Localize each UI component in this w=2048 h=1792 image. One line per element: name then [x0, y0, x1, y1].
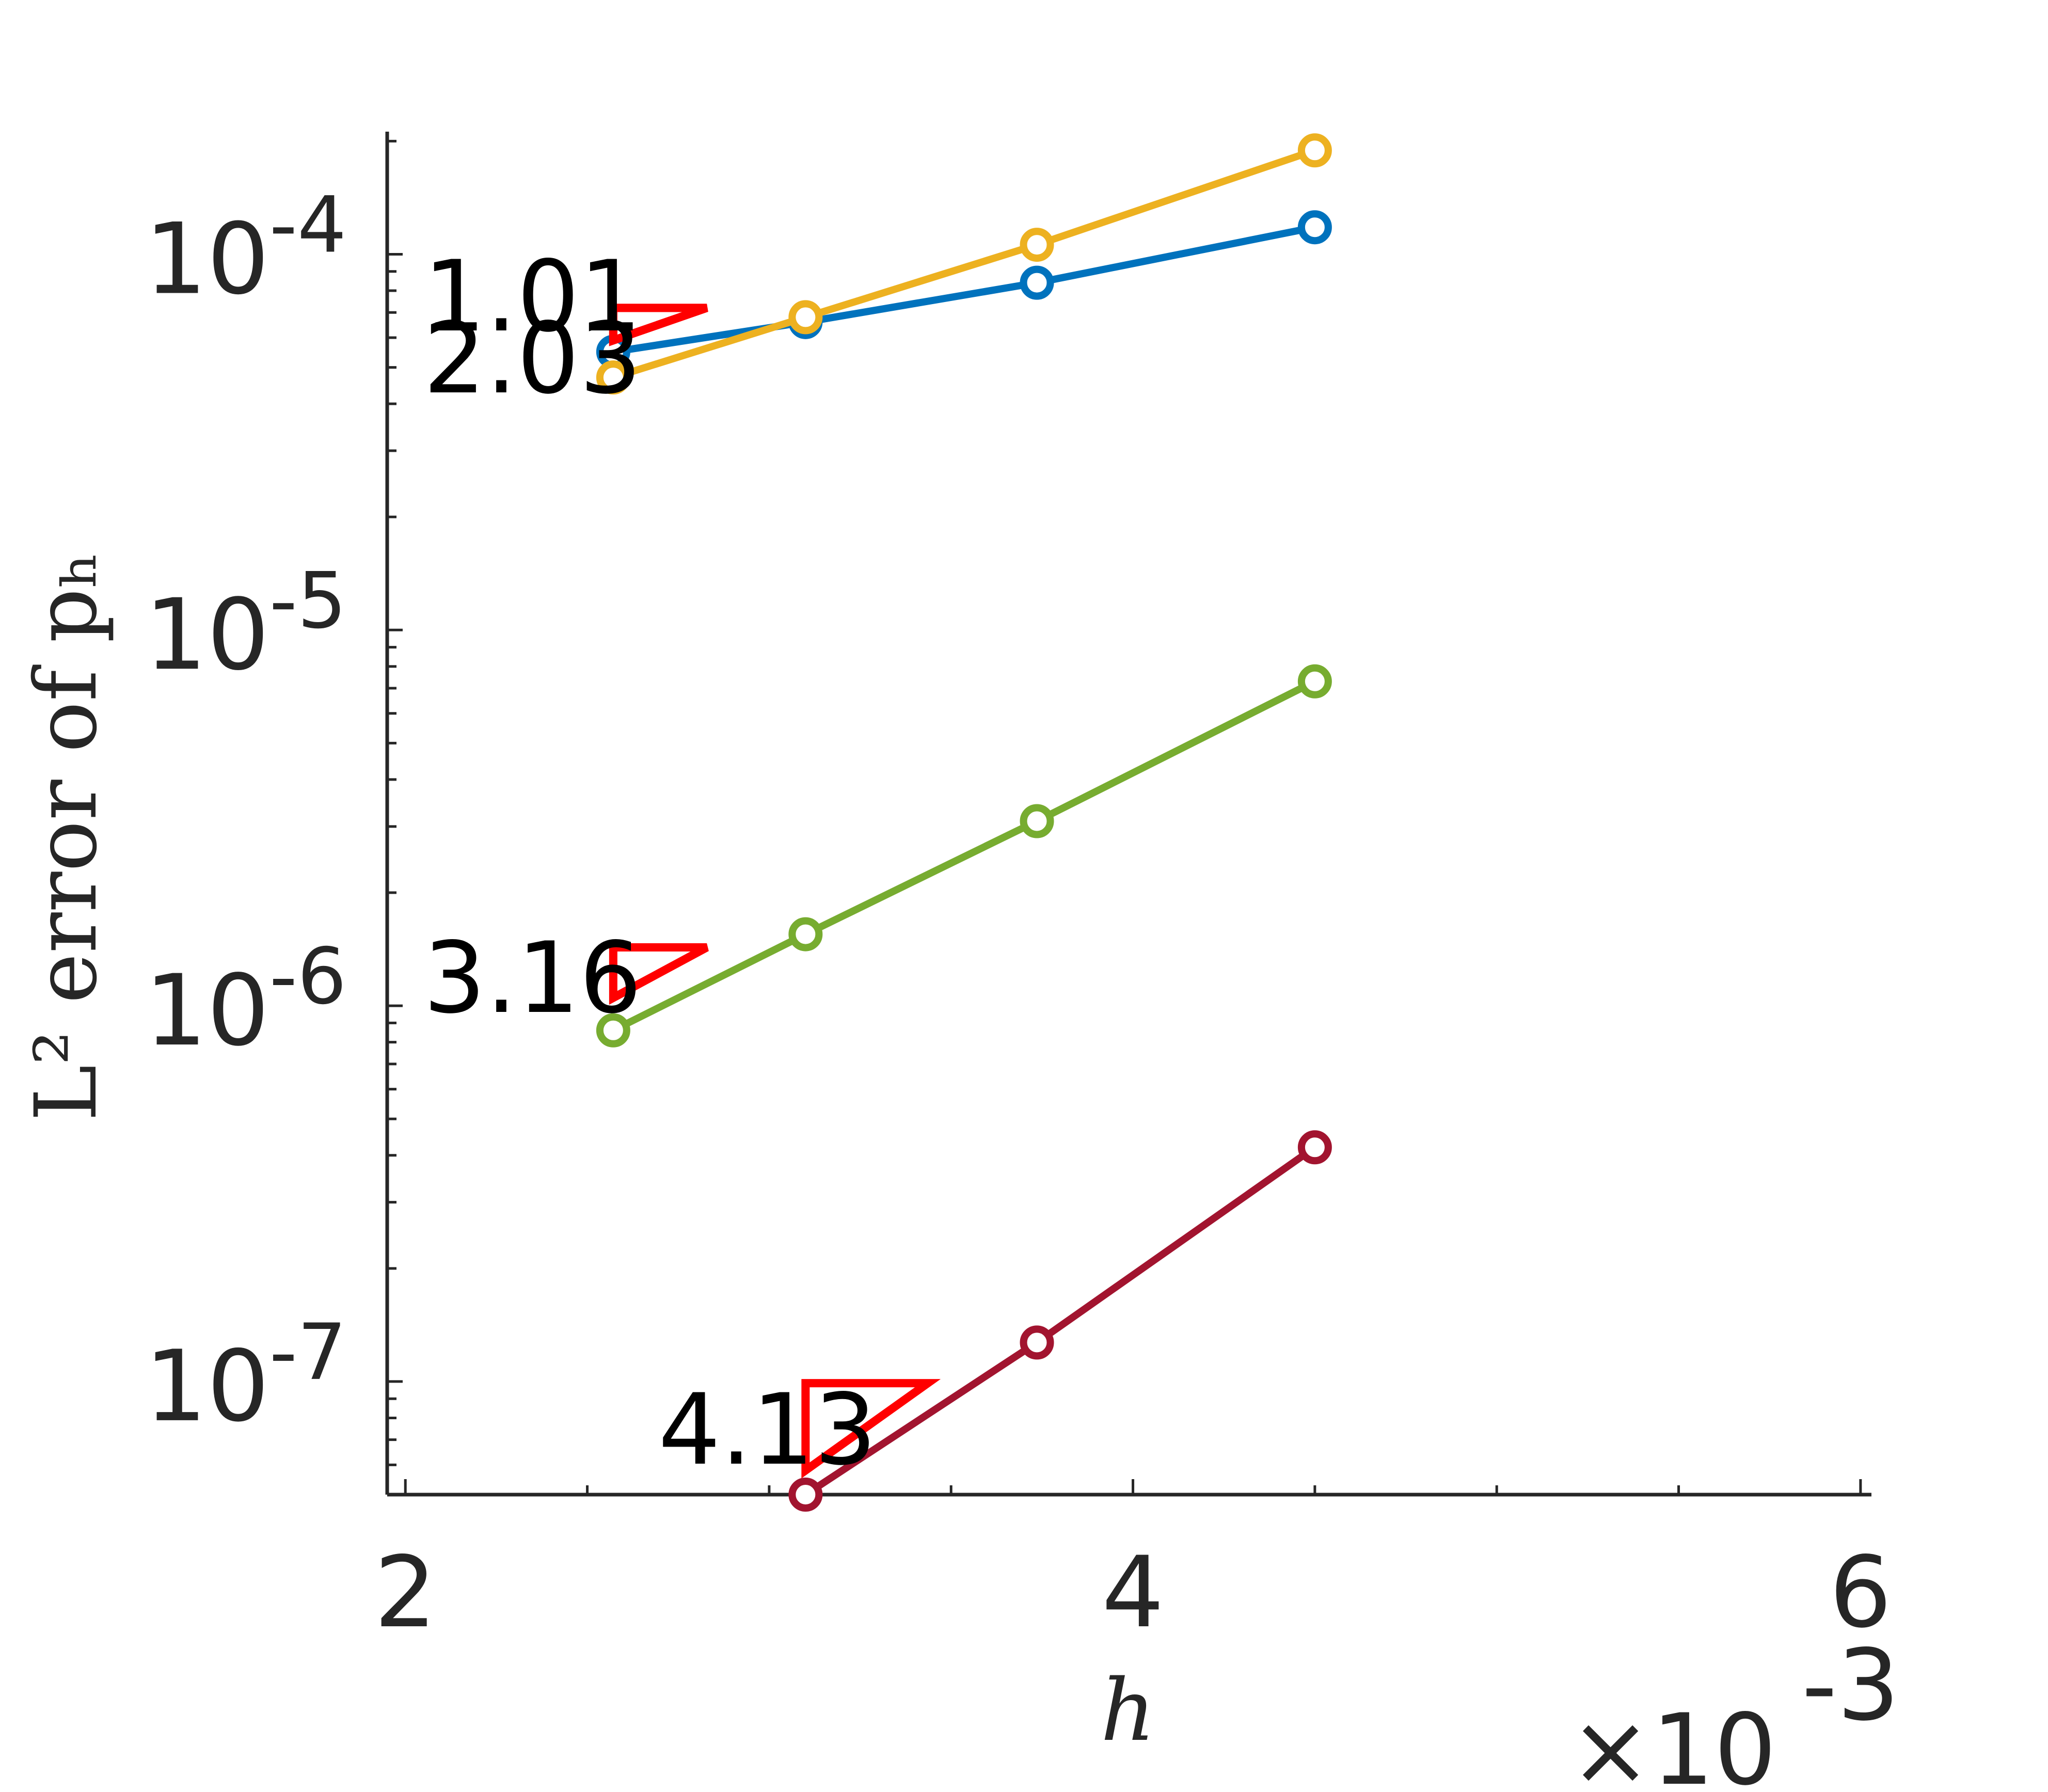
x-tick-label: 4: [1102, 1535, 1164, 1650]
data-point: [788, 1478, 823, 1512]
x-tick-label: 2: [374, 1535, 437, 1650]
y-tick-power: -6: [269, 932, 347, 1022]
data-point: [1020, 228, 1054, 262]
slope-label: 2.03: [423, 302, 642, 416]
data-point: [788, 917, 823, 951]
y-tick-mantissa: 10: [145, 1329, 269, 1444]
series-line: [612, 147, 1316, 381]
tick-label-layer: 10-710-610-510-42 4 61.012.033.164.13: [145, 181, 1892, 1650]
data-point: [596, 360, 630, 395]
slope-triangle-3: [609, 943, 709, 1005]
y-tick-mantissa: 10: [145, 202, 269, 316]
data-point: [1020, 804, 1054, 838]
series-3: [596, 664, 1332, 1048]
y-tick-label: 10-4: [145, 181, 346, 316]
slope-label: 4.13: [658, 1373, 877, 1487]
series-line: [612, 224, 1316, 356]
y-tick-label: 10-7: [145, 1308, 346, 1444]
y-axis-title: L² error of pₕ: [17, 551, 116, 1121]
slope-triangle-shape: [609, 943, 709, 1005]
slope-triangle-shape: [609, 304, 708, 346]
series-4: [788, 1130, 1332, 1512]
data-point: [1020, 265, 1054, 300]
slope-label: 3.16: [423, 921, 642, 1035]
data-point: [1297, 133, 1332, 168]
y-tick-label: 10-5: [145, 556, 346, 692]
data-point: [1297, 1130, 1332, 1165]
y-tick-mantissa: 10: [145, 954, 269, 1068]
svg-text:-3: -3: [1802, 1628, 1899, 1742]
data-point: [1297, 664, 1332, 699]
slope-triangle-layer: [609, 304, 941, 1479]
series-line: [611, 678, 1317, 1034]
data-point: [1297, 210, 1332, 245]
svg-text:×10: ×10: [1569, 1693, 1776, 1792]
y-tick-label: 10-6: [145, 932, 346, 1068]
series-2: [596, 133, 1332, 395]
y-tick-power: -4: [269, 181, 347, 271]
series-1: [596, 210, 1332, 369]
y-tick-power: -5: [269, 556, 347, 646]
data-point: [596, 1013, 630, 1048]
x-exponent-label: ×10 -3: [1569, 1628, 1899, 1792]
x-axis-title: h: [1101, 1661, 1155, 1760]
y-tick-mantissa: 10: [145, 578, 269, 692]
slope-triangle-4: [801, 1379, 941, 1479]
slope-triangle-2: [609, 304, 708, 346]
slope-label: 1.01: [423, 240, 642, 354]
series-layer: [596, 133, 1332, 1512]
x-tick-label: 6: [1829, 1535, 1892, 1650]
axes: [385, 132, 1871, 1497]
data-point: [1020, 1325, 1054, 1360]
y-tick-power: -7: [269, 1308, 347, 1398]
data-point: [788, 300, 823, 335]
slope-triangle-shape: [801, 1379, 941, 1479]
